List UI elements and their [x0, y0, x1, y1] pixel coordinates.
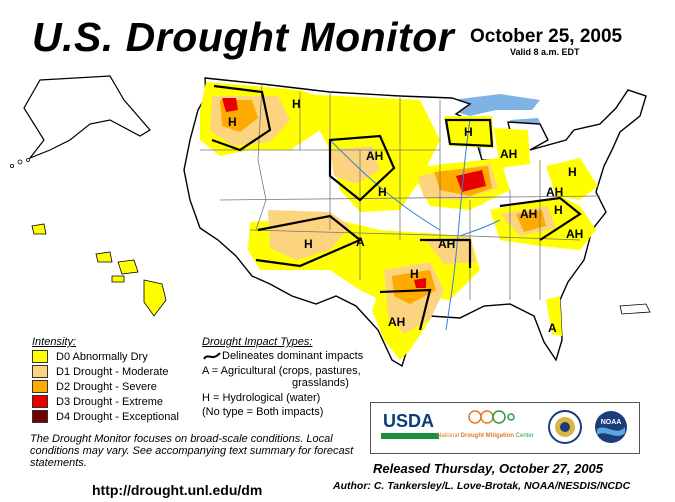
legend-item-d2: D2 Drought - Severe [32, 380, 157, 393]
legend-label: D0 Abnormally Dry [56, 350, 148, 363]
impact-line-desc: Delineates dominant impacts [222, 350, 364, 362]
impact-label: AH [500, 147, 517, 161]
lake-superior [452, 94, 540, 116]
d0-wisconsin [444, 116, 494, 148]
d3-oregon [222, 98, 238, 112]
website-link[interactable]: http://drought.unl.edu/dm [92, 482, 263, 498]
d0-michigan [494, 128, 530, 168]
intensity-legend-title: Intensity: [32, 336, 77, 348]
impact-agricultural-cont: grasslands) [292, 377, 349, 389]
impact-hydrological: H = Hydrological (water) [202, 392, 321, 404]
page-title: U.S. Drought Monitor [32, 14, 455, 60]
legend-item-d3: D3 Drought - Extreme [32, 395, 163, 408]
ndmc-tree-icon [468, 410, 515, 424]
swatch-d4 [32, 410, 48, 423]
impact-label: AH [438, 237, 455, 251]
d3-texas [414, 278, 426, 288]
disclaimer-note: The Drought Monitor focuses on broad-sca… [30, 433, 354, 469]
swatch-d0 [32, 350, 48, 363]
impact-labels: H H H AH H H H AH H A AH AH AH H AH AH A [228, 97, 583, 335]
legend-item-d1: D1 Drought - Moderate [32, 365, 169, 378]
release-date: Released Thursday, October 27, 2005 [373, 461, 604, 476]
legend-label: D4 Drought - Exceptional [56, 410, 179, 423]
puerto-rico [619, 303, 651, 315]
impact-lines [211, 84, 582, 331]
swatch-d2 [32, 380, 48, 393]
impact-label: H [464, 125, 473, 139]
legend-item-d4: D4 Drought - Exceptional [32, 410, 179, 423]
impact-both: (No type = Both impacts) [202, 406, 324, 418]
impact-label: H [378, 185, 387, 199]
author-credit: Author: C. Tankersley/L. Love-Brotak, NO… [333, 480, 631, 492]
impact-line-icon [203, 352, 221, 360]
impact-label: H [554, 203, 563, 217]
swatch-d1 [32, 365, 48, 378]
noaa-logo-icon: NOAA [595, 411, 627, 443]
impact-label: AH [388, 315, 405, 329]
d0-florida [546, 296, 562, 336]
impact-label: H [410, 267, 419, 281]
impact-label: AH [566, 227, 583, 241]
impact-label: AH [520, 207, 537, 221]
commerce-seal-icon [548, 410, 582, 444]
ndmc-logo: National Drought Mitigation Center [437, 433, 534, 439]
swatch-d3 [32, 395, 48, 408]
impact-label: H [568, 165, 577, 179]
valid-time: Valid 8 a.m. EDT [510, 47, 580, 57]
alaska-outline [23, 75, 151, 160]
impact-agricultural: A = Agricultural (crops, pastures, [202, 365, 361, 377]
alaska-islands [9, 158, 30, 168]
partner-logos: USDA National Drought Mitigation Center … [370, 402, 640, 454]
legend-label: D3 Drought - Extreme [56, 395, 163, 408]
impact-label: H [292, 97, 301, 111]
impact-legend-title: Drought Impact Types: [202, 336, 313, 348]
impact-label: H [304, 237, 313, 251]
impact-label: A [356, 235, 365, 249]
noaa-logo-text: NOAA [601, 419, 622, 426]
d0-mid-atlantic [546, 158, 598, 200]
d2-kentucky [516, 210, 546, 232]
d1-four-corners [268, 210, 350, 260]
usda-logo-bar [381, 433, 439, 439]
hawaii [31, 223, 167, 317]
impact-label: AH [366, 149, 383, 163]
legend-label: D1 Drought - Moderate [56, 365, 169, 378]
legend-label: D2 Drought - Severe [56, 380, 157, 393]
usda-logo: USDA [383, 411, 435, 431]
d1-arkansas [426, 236, 476, 264]
map-date: October 25, 2005 [470, 26, 623, 47]
impact-label: H [228, 115, 237, 129]
legend-item-d0: D0 Abnormally Dry [32, 350, 148, 363]
impact-label: AH [546, 185, 563, 199]
impact-label: A [548, 321, 557, 335]
